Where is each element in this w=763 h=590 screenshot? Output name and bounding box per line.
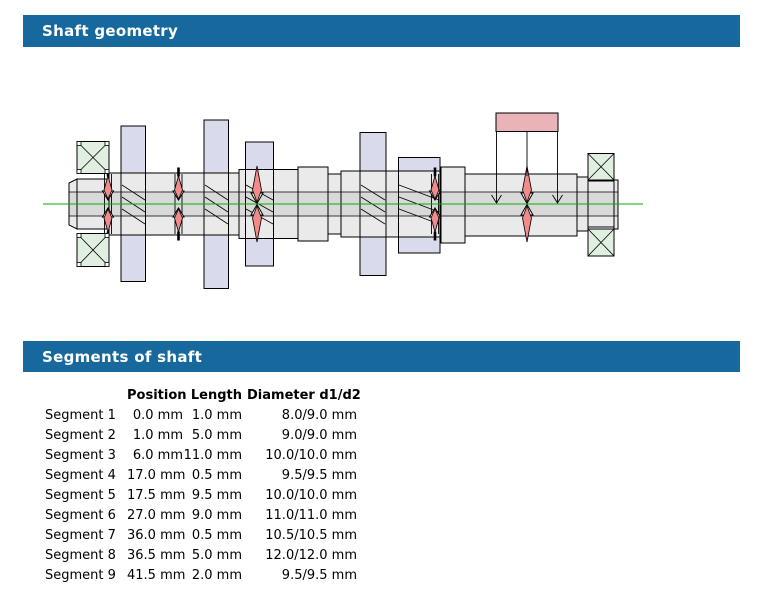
force-marker-tick [177,231,180,241]
table-row: Segment 3 6.0 mm 11.0 mm 10.0/10.0 mm [45,446,357,466]
segment-label: Segment 4 [45,468,116,483]
force-arrow-bottom [522,204,532,243]
force-arrow-top [430,174,440,200]
length-value: 0.5 mm [191,528,242,543]
diameter-value: 10.0/10.0 mm [265,488,357,503]
force-arrow-bottom [252,204,262,243]
diameter-value: 9.0/9.0 mm [281,428,357,443]
force-marker-tick [177,167,180,177]
segment-label: Segment 5 [45,488,116,503]
diameter-value: 9.5/9.5 mm [281,568,357,583]
load-arrowhead [552,194,563,204]
header-diameter: Diameter d1/d2 [247,388,361,403]
force-arrow-bottom [103,208,113,234]
shaft-segment [464,173,578,237]
table-row: Segment 4 17.0 mm 0.5 mm 9.5/9.5 mm [45,466,357,486]
segments-table: Position Length Diameter d1/d2 Segment 1… [45,386,361,586]
force-arrow-top [103,174,113,200]
hatch-line [360,184,386,201]
bearing-corner-square [76,169,82,174]
segment-label: Segment 8 [45,548,116,563]
force-marker-tick [433,231,437,241]
position-value: 36.5 mm [127,548,186,563]
force-arrow-top [522,165,532,204]
force-arrow-top [174,174,183,200]
section-title-segments-of-shaft: Segments of shaft [42,347,203,366]
segment-label: Segment 1 [45,408,116,423]
section-title-shaft-geometry: Shaft geometry [42,22,179,40]
length-value: 2.0 mm [191,568,242,583]
position-value: 6.0 mm [132,448,183,463]
force-arrow-top [252,165,262,204]
header-position: Position [127,388,187,403]
length-value: 0.5 mm [191,468,242,483]
length-value: 9.0 mm [191,508,242,523]
load-arrowhead [491,194,502,204]
segment-label: Segment 9 [45,568,116,583]
table-body: Segment 1 0.0 mm 1.0 mm 8.0/9.0 mm Segment 2… [45,406,357,586]
bearing-cross-line [76,141,110,174]
bearing-cross-line [587,153,615,181]
force-marker-tick [433,167,437,177]
position-value: 41.5 mm [127,568,186,583]
table-row: Segment 1 0.0 mm 1.0 mm 8.0/9.0 mm [45,406,357,426]
bearing-corner-square [104,141,110,146]
length-value: 5.0 mm [191,428,242,443]
diameter-value: 9.5/9.5 mm [281,468,357,483]
position-value: 27.0 mm [127,508,186,523]
table-header-row: Position Length Diameter d1/d2 [45,386,361,406]
bearing-corner-square [104,262,110,267]
gear-outline [398,157,441,254]
load-block [495,112,559,132]
bearing-cross-line [587,228,615,257]
force-arrow-bottom [430,208,440,234]
position-value: 0.0 mm [132,408,183,423]
length-value: 11.0 mm [183,448,242,463]
diameter-value: 11.0/11.0 mm [265,508,357,523]
bearing-corner-square [104,169,110,174]
hatch-line [121,184,146,201]
table-row: Segment 2 1.0 mm 5.0 mm 9.0/9.0 mm [45,426,357,446]
hatch-line [204,208,229,225]
position-value: 17.0 mm [127,468,186,483]
position-value: 17.5 mm [127,488,186,503]
hatch-line [121,208,146,225]
table-row: Segment 6 27.0 mm 9.0 mm 11.0/11.0 mm [45,506,357,526]
table-row: Segment 8 36.5 mm 5.0 mm 12.0/12.0 mm [45,546,357,566]
length-value: 1.0 mm [191,408,242,423]
diameter-value: 12.0/12.0 mm [265,548,357,563]
bearing-corner-square [76,141,82,146]
segment-label: Segment 3 [45,448,116,463]
section-header-shaft-geometry: Shaft geometry [23,15,740,47]
position-value: 36.0 mm [127,528,186,543]
force-arrow-bottom [174,208,183,234]
segment-label: Segment 6 [45,508,116,523]
segment-label: Segment 7 [45,528,116,543]
hatch-line [398,184,440,201]
table-row: Segment 5 17.5 mm 9.5 mm 10.0/10.0 mm [45,486,357,506]
hatch-line [204,184,229,201]
bearing-corner-square [76,233,82,238]
bearing-corner-square [76,262,82,267]
length-value: 9.5 mm [191,488,242,503]
diameter-value: 10.0/10.0 mm [265,448,357,463]
segment-label: Segment 2 [45,428,116,443]
length-value: 5.0 mm [191,548,242,563]
shaft-segment [440,166,466,244]
diameter-value: 8.0/9.0 mm [281,408,357,423]
bearing-cross-line [76,233,110,267]
table-row: Segment 9 41.5 mm 2.0 mm 9.5/9.5 mm [45,566,357,586]
bearing-corner-square [104,233,110,238]
position-value: 1.0 mm [132,428,183,443]
hatch-line [360,208,386,225]
header-spacer [45,386,127,406]
section-header-segments-of-shaft: Segments of shaft [23,341,740,372]
diameter-value: 10.5/10.5 mm [265,528,357,543]
shaft-diagram [43,112,643,289]
header-length: Length [190,388,242,403]
table-row: Segment 7 36.0 mm 0.5 mm 10.5/10.5 mm [45,526,357,546]
